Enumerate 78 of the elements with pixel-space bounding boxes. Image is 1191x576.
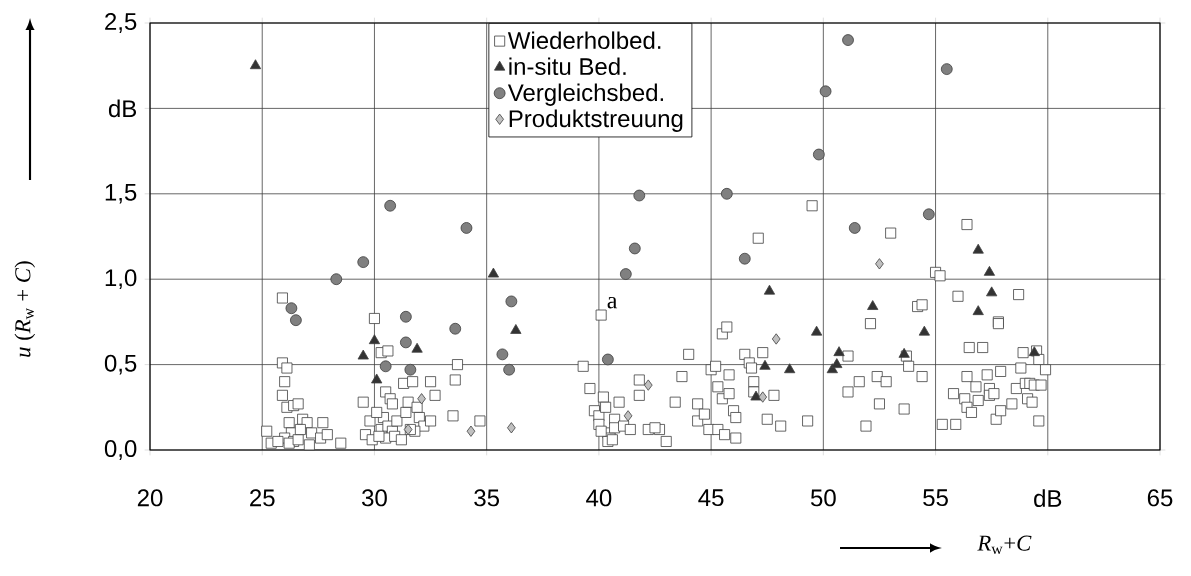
point — [848, 222, 861, 234]
point — [400, 336, 412, 349]
x-tick-label: 30 — [362, 489, 387, 507]
point — [833, 346, 845, 357]
point — [983, 265, 996, 276]
point — [842, 34, 854, 46]
point — [940, 63, 953, 75]
point — [505, 295, 518, 308]
point — [249, 59, 262, 70]
y-tick-label: dB — [108, 99, 137, 118]
y-tick-label: 2,5 — [105, 13, 137, 33]
y-tick-label: 0,0 — [104, 440, 137, 460]
legend-label: Vergleichsbed. — [507, 83, 663, 106]
point — [503, 363, 515, 376]
point — [371, 373, 383, 384]
point — [290, 314, 302, 327]
point — [867, 300, 879, 310]
y-tick-label: 1,5 — [105, 184, 137, 204]
point — [417, 393, 426, 405]
point — [285, 302, 298, 315]
y-tick-label: 1,0 — [105, 269, 137, 290]
legend-label: Produktstreuung — [509, 109, 683, 132]
point — [771, 333, 781, 345]
point — [922, 208, 935, 221]
x-tick-label: 45 — [698, 489, 724, 507]
point — [898, 347, 910, 358]
point — [384, 199, 397, 212]
point — [972, 305, 984, 316]
point — [720, 187, 733, 200]
point — [460, 222, 473, 234]
point — [449, 322, 462, 335]
point — [759, 359, 771, 370]
x-tick-label: 40 — [586, 489, 612, 507]
y-axis-title: u (R$_{w}$ + C) — [14, 261, 36, 357]
point — [819, 85, 832, 98]
point — [496, 348, 509, 361]
point — [643, 379, 653, 391]
point — [972, 243, 984, 254]
x-tick-label: 25 — [250, 489, 275, 507]
point — [602, 353, 614, 366]
point — [368, 334, 381, 345]
point — [487, 267, 499, 278]
point — [875, 258, 884, 270]
point — [758, 391, 768, 403]
point — [400, 310, 412, 323]
x-tick-label: 50 — [810, 489, 836, 507]
point — [750, 390, 762, 401]
x-tick-label: dB — [1034, 489, 1062, 507]
x-tick-label: 55 — [923, 489, 948, 507]
point — [633, 189, 646, 202]
point — [623, 410, 633, 422]
point — [831, 358, 843, 368]
y-tick-label: 0,5 — [104, 354, 137, 375]
point — [357, 349, 369, 360]
point — [784, 363, 796, 374]
point — [811, 325, 823, 336]
x-tick-label: 35 — [474, 489, 499, 507]
point — [330, 273, 343, 286]
point — [918, 325, 930, 336]
x-axis-title: R$_{w}$+C — [977, 535, 1032, 555]
point — [507, 422, 516, 434]
point — [510, 324, 522, 334]
point — [812, 148, 825, 161]
point — [379, 360, 392, 373]
point — [619, 268, 632, 280]
point — [404, 363, 417, 376]
point — [357, 256, 370, 268]
point — [763, 284, 776, 295]
point — [628, 242, 641, 255]
point — [411, 342, 423, 353]
point — [986, 286, 998, 297]
point — [738, 252, 751, 265]
legend-label: Wiederholbed. — [507, 31, 661, 50]
x-tick-label: 20 — [137, 489, 163, 507]
point — [466, 425, 476, 437]
annotation: a — [607, 296, 618, 309]
legend-label: in-situ Bed. — [509, 57, 626, 76]
x-tick-label: 65 — [1147, 489, 1173, 507]
